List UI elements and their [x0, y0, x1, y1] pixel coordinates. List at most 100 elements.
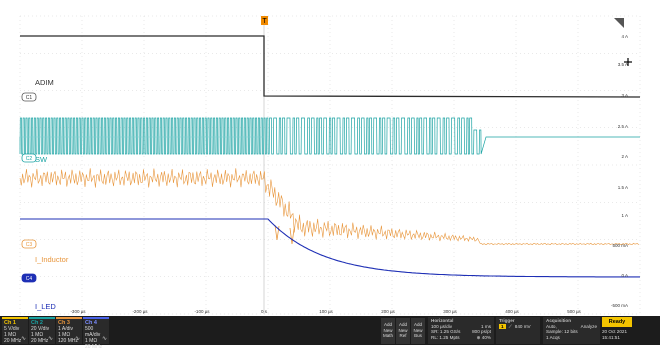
horizontal-resolution: 800 ps/pt: [472, 329, 491, 335]
time-tick-label: -300 µs: [70, 309, 86, 314]
waveform-icon: ∿: [20, 336, 26, 342]
date-text: 20 Oct 2021: [602, 329, 628, 334]
acquisition-analyze: Analyze: [580, 323, 597, 329]
scale-tick-label: 0 A: [621, 273, 628, 278]
inductor-label: I_Inductor: [35, 255, 69, 264]
ch3-name: Ch 3: [58, 320, 70, 326]
add-math-line1: Add: [383, 322, 392, 327]
ch4-name: Ch 4: [85, 320, 97, 326]
horizontal-sample-rate: SR: 1.25 GS/s: [431, 329, 461, 335]
add-ref-line3: Ref: [399, 333, 407, 338]
ch1-trace: [20, 35, 641, 98]
ch2-sw-waveform: [19, 117, 640, 155]
time-tick-label: 500 µs: [567, 309, 581, 314]
time-text: 15:41:51: [602, 334, 620, 340]
rising-edge-icon: ⟋: [508, 323, 512, 329]
scale-tick-label: 1 A: [621, 213, 628, 218]
add-math-line2: New: [383, 327, 393, 333]
right-scale: 4 A 3.5 A 3 A 2.5 A 2 A 1.5 A 1 A 500 mA 0 A -500…: [611, 34, 628, 308]
ch2-name: Ch 2: [31, 320, 43, 326]
ch4-marker-label: C4: [26, 276, 33, 282]
waveform-icon: ∿: [74, 336, 80, 342]
ch1-adim-waveform: [20, 35, 641, 98]
add-bus-line3: Bus: [414, 333, 422, 338]
add-ref-line2: New: [398, 327, 408, 333]
ch2-impedance: 1 MΩ: [31, 332, 44, 338]
led-label: I_LED: [35, 302, 56, 311]
acquisition-title: Acquisition: [546, 318, 572, 323]
time-tick-label: -100 µs: [194, 309, 210, 314]
ch3-impedance: 1 MΩ: [58, 332, 71, 338]
add-new-ref-button[interactable]: Add New Ref: [396, 318, 410, 344]
ch1-ground-marker[interactable]: C1: [21, 92, 37, 102]
add-math-line3: Math: [382, 333, 393, 338]
time-tick-label: 0 s: [261, 309, 268, 314]
ch2-settings-badge[interactable]: Ch 2 20 V/div 1 MΩ 20 MHz ∿: [29, 317, 55, 344]
ch2-marker-label: C2: [26, 156, 33, 162]
add-new-bus-button[interactable]: Add New Bus: [411, 318, 425, 344]
scale-tick-label: 2 A: [621, 154, 628, 159]
settings-bar: Ch 1 5 V/div 1 MΩ 20 MHz ∿ Ch 2 20 V/div…: [0, 316, 660, 350]
horizontal-record-length: RL: 1.25 Mpts: [431, 334, 460, 340]
move-cursor-icon: [624, 58, 632, 66]
adim-label: ADIM: [35, 78, 54, 87]
scale-tick-label: -500 mA: [611, 303, 628, 308]
horizontal-title: Horizontal: [431, 318, 454, 323]
ch2-scale: 20 V/div: [31, 326, 50, 332]
ch3-scale: 1 A/div: [58, 326, 74, 332]
ch2-bandwidth: 20 MHz: [31, 338, 49, 344]
ch3-inductor-waveform: [19, 168, 640, 246]
add-new-math-button[interactable]: Add New Math: [381, 318, 395, 344]
trigger-position-marker[interactable]: T: [261, 16, 268, 25]
ch1-impedance: 1 MΩ: [4, 332, 17, 338]
add-bus-line2: New: [413, 327, 423, 333]
ch3-ground-marker[interactable]: C3: [21, 239, 37, 249]
ch3-trace: [19, 168, 640, 246]
ch4-scale: 500 mA/div: [85, 326, 101, 338]
ch1-bandwidth: 20 MHz: [4, 338, 22, 344]
ch2-trace: [19, 117, 640, 155]
ch3-bandwidth: 120 MHz: [58, 338, 79, 344]
waveform-icon: ∿: [47, 336, 53, 342]
horizontal-scale: 100 µs/div: [431, 323, 453, 329]
time-axis: -300 µs -200 µs -100 µs 0 s 100 µs 200 µs 300 …: [70, 309, 581, 314]
trigger-marker-label: T: [262, 18, 267, 25]
trigger-title: Trigger: [499, 318, 515, 323]
trigger-settings-panel[interactable]: Trigger 1 ⟋ 840 mV: [496, 317, 540, 344]
waveform-icon: ∿: [101, 336, 107, 342]
ch1-marker-label: C1: [26, 95, 33, 101]
trigger-level: 840 mV: [514, 323, 531, 329]
time-tick-label: 100 µs: [319, 309, 333, 314]
acquisition-settings-panel[interactable]: Acquisition Auto, Analyze Sample: 12 bits…: [543, 317, 600, 344]
ch3-settings-badge[interactable]: Ch 3 1 A/div 1 MΩ 120 MHz ∿: [56, 317, 82, 344]
ch4-settings-badge[interactable]: Ch 4 500 mA/div 1 MΩ 20 MHz ∿: [83, 317, 109, 350]
scale-tick-label: 3 A: [621, 93, 628, 98]
corner-indicator-icon: [614, 18, 624, 28]
ch4-led-waveform: [20, 218, 640, 278]
acquisition-sample: Sample: 12 bits: [546, 329, 578, 335]
horizontal-position: 40%: [481, 334, 491, 340]
position-icon: ⊕: [476, 334, 481, 340]
horizontal-record: 1 ms: [481, 323, 491, 329]
ch2-ground-marker[interactable]: C2: [21, 153, 37, 163]
horizontal-settings-panel[interactable]: Horizontal 100 µs/div 1 ms SR: 1.25 GS/s 8…: [428, 317, 494, 344]
trigger-source: 1: [499, 323, 506, 330]
ch1-name: Ch 1: [4, 320, 16, 326]
ch4-ground-marker[interactable]: C4: [21, 273, 37, 283]
add-bus-line1: Add: [413, 322, 422, 327]
time-tick-label: 300 µs: [443, 309, 457, 314]
acquisition-mode: Auto,: [546, 323, 557, 329]
ch4-impedance: 1 MΩ: [85, 338, 98, 344]
scale-tick-label: 4 A: [621, 34, 628, 39]
ch1-settings-badge[interactable]: Ch 1 5 V/div 1 MΩ 20 MHz ∿: [2, 317, 28, 344]
waveform-area[interactable]: T ADIM SW I_Inductor I_LED C1 C2 C3: [0, 0, 660, 316]
time-tick-label: 400 µs: [505, 309, 519, 314]
ch3-marker-label: C3: [26, 242, 33, 248]
run-stop-status-button[interactable]: Ready: [602, 317, 632, 327]
add-ref-line1: Add: [398, 322, 407, 327]
sw-label: SW: [35, 155, 48, 164]
scale-tick-label: 1.5 A: [618, 185, 628, 190]
ch4-trace: [20, 218, 640, 278]
ch1-scale: 5 V/div: [4, 326, 20, 332]
